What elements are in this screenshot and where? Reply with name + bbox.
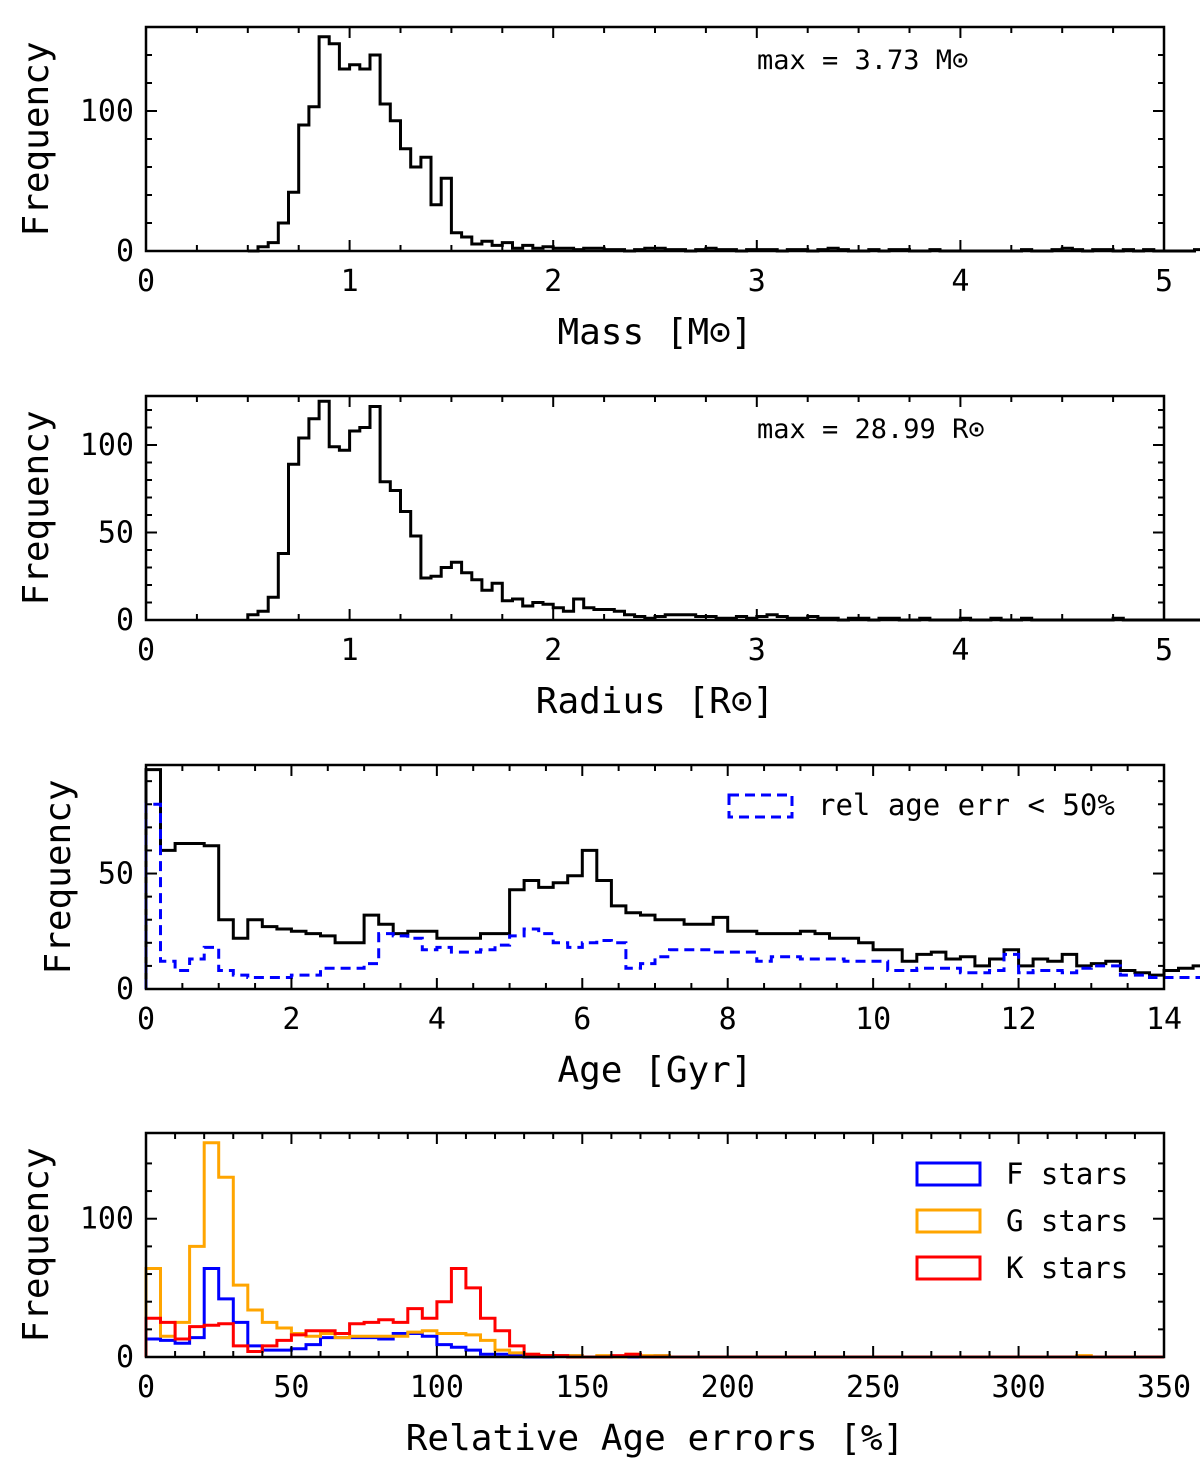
x-tick-label: 3 (748, 633, 766, 668)
y-tick-label: 100 (80, 428, 134, 463)
x-tick-label: 2 (282, 1002, 300, 1037)
x-tick-label: 350 (1137, 1370, 1191, 1405)
histogram-series-rel-age-err-50- (144, 802, 1200, 989)
y-axis-label: Frequency (38, 779, 79, 974)
x-tick-label: 5 (1155, 264, 1173, 299)
x-tick-label: 2 (544, 633, 562, 668)
histogram-series-all (144, 768, 1200, 989)
x-tick-label: 5 (1155, 633, 1173, 668)
x-tick-label: 250 (846, 1370, 900, 1405)
x-tick-label: 100 (410, 1370, 464, 1405)
x-axis-label: Relative Age errors [%] (406, 1418, 905, 1459)
legend-swatch (915, 1208, 982, 1234)
x-tick-label: 0 (137, 1002, 155, 1037)
legend-swatch (915, 1161, 982, 1187)
x-axis-label: Mass [M⊙] (557, 312, 752, 353)
y-tick-label: 50 (98, 857, 134, 892)
legend-label: F stars (1006, 1157, 1128, 1191)
x-axis-label: Radius [R⊙] (536, 681, 774, 722)
x-tick-label: 50 (273, 1370, 309, 1405)
histogram-series-all (247, 35, 1200, 253)
x-tick-label: 2 (544, 264, 562, 299)
x-tick-label: 10 (855, 1002, 891, 1037)
x-tick-label: 6 (573, 1002, 591, 1037)
y-axis-label: Frequency (16, 41, 57, 236)
legend-swatch (727, 793, 794, 819)
x-tick-label: 3 (748, 264, 766, 299)
x-axis-label: Age [Gyr] (557, 1050, 752, 1091)
y-tick-label: 0 (116, 972, 134, 1007)
x-tick-label: 150 (555, 1370, 609, 1405)
x-tick-label: 4 (951, 264, 969, 299)
y-tick-label: 50 (98, 516, 134, 551)
x-tick-label: 1 (341, 264, 359, 299)
panel-1: 0 1 2 3 4 5 0 100 Mass [M⊙] Frequency max = 3.73 M… (16, 25, 1200, 353)
y-axis-label: Frequency (16, 410, 57, 605)
y-tick-label: 100 (80, 94, 134, 129)
y-tick-label: 0 (116, 1340, 134, 1375)
x-tick-label: 8 (719, 1002, 737, 1037)
x-tick-label: 0 (137, 1370, 155, 1405)
plot-frame (144, 394, 1166, 622)
legend-swatch (915, 1255, 982, 1281)
histogram-series-all (246, 399, 1200, 622)
x-tick-label: 12 (1001, 1002, 1037, 1037)
x-tick-label: 300 (991, 1370, 1045, 1405)
x-tick-label: 0 (137, 264, 155, 299)
max-annotation: max = 3.73 M⊙ (757, 45, 968, 76)
y-axis-label: Frequency (16, 1147, 57, 1342)
y-tick-label: 0 (116, 234, 134, 269)
legend: rel age err < 50% (727, 788, 1115, 822)
x-tick-label: 14 (1146, 1002, 1182, 1037)
x-tick-label: 0 (137, 633, 155, 668)
max-annotation: max = 28.99 R⊙ (757, 414, 985, 445)
panel-3: 0 2 4 6 8 10 12 14 0 50 Age [Gyr] Frequency rel age … (38, 763, 1200, 1091)
x-tick-label: 4 (428, 1002, 446, 1037)
legend-label: K stars (1006, 1251, 1128, 1285)
legend-label: rel age err < 50% (818, 788, 1115, 822)
y-tick-label: 0 (116, 603, 134, 638)
x-tick-label: 1 (341, 633, 359, 668)
plot-frame (144, 1131, 1166, 1359)
x-tick-label: 200 (701, 1370, 755, 1405)
legend-label: G stars (1006, 1204, 1128, 1238)
x-tick-label: 4 (951, 633, 969, 668)
y-tick-label: 100 (80, 1202, 134, 1237)
panel-4: 0 50 100 150 200 250 300 350 0 100 Relative Age er… (16, 1131, 1191, 1459)
legend: F stars G stars K stars (915, 1157, 1128, 1285)
